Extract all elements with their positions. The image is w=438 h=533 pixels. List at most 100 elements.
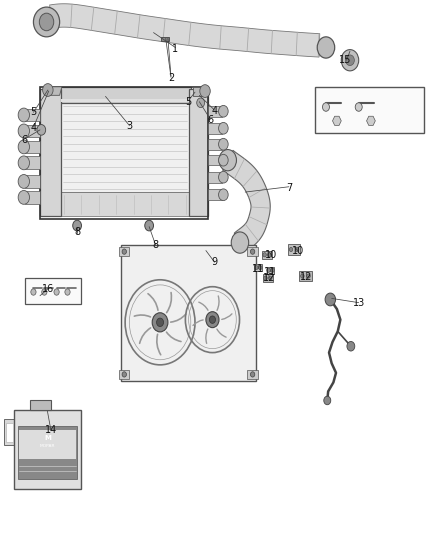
Polygon shape <box>49 4 320 57</box>
Circle shape <box>18 124 29 138</box>
Polygon shape <box>18 426 77 479</box>
Circle shape <box>18 174 29 188</box>
Text: 4: 4 <box>212 106 218 116</box>
Polygon shape <box>25 109 40 122</box>
Circle shape <box>231 232 249 253</box>
Circle shape <box>268 276 272 280</box>
Circle shape <box>219 171 228 183</box>
Circle shape <box>341 50 359 71</box>
Circle shape <box>209 316 215 324</box>
Circle shape <box>295 247 299 252</box>
Text: MOPAR: MOPAR <box>40 444 55 448</box>
Polygon shape <box>60 103 189 192</box>
Polygon shape <box>223 150 270 252</box>
Circle shape <box>219 189 228 200</box>
Text: 8: 8 <box>152 240 159 250</box>
Text: 5: 5 <box>185 96 191 107</box>
Circle shape <box>73 220 81 231</box>
Circle shape <box>42 84 53 96</box>
Circle shape <box>152 313 168 332</box>
Text: 8: 8 <box>74 227 80 237</box>
Circle shape <box>145 220 153 231</box>
Polygon shape <box>299 271 311 281</box>
Polygon shape <box>60 192 189 216</box>
Circle shape <box>18 108 29 122</box>
Circle shape <box>42 289 47 295</box>
Circle shape <box>325 293 336 306</box>
Ellipse shape <box>317 37 335 58</box>
Circle shape <box>264 276 267 280</box>
Circle shape <box>37 125 46 135</box>
Polygon shape <box>119 370 130 378</box>
Polygon shape <box>25 157 40 169</box>
Circle shape <box>156 318 163 327</box>
Text: 16: 16 <box>42 284 54 294</box>
Polygon shape <box>4 419 14 446</box>
Polygon shape <box>367 116 375 125</box>
Text: 3: 3 <box>127 120 133 131</box>
Circle shape <box>271 268 274 272</box>
Text: 10: 10 <box>265 250 278 260</box>
Circle shape <box>355 103 362 111</box>
Text: 12: 12 <box>300 272 312 282</box>
Text: 4: 4 <box>30 123 36 133</box>
Circle shape <box>300 274 304 278</box>
Polygon shape <box>332 116 341 125</box>
Polygon shape <box>208 123 223 134</box>
Text: 9: 9 <box>212 257 218 267</box>
Polygon shape <box>247 370 258 378</box>
Text: 7: 7 <box>286 183 292 193</box>
Polygon shape <box>25 175 40 188</box>
Polygon shape <box>254 264 262 271</box>
Polygon shape <box>25 125 40 138</box>
Circle shape <box>219 139 228 150</box>
Polygon shape <box>208 139 223 150</box>
Text: 11: 11 <box>265 267 277 277</box>
Circle shape <box>39 13 54 31</box>
Circle shape <box>322 103 329 111</box>
Circle shape <box>346 55 354 66</box>
Polygon shape <box>14 410 81 489</box>
Circle shape <box>122 249 127 254</box>
Circle shape <box>219 150 237 171</box>
Circle shape <box>18 190 29 204</box>
Circle shape <box>206 312 219 328</box>
Circle shape <box>267 268 270 272</box>
Circle shape <box>307 274 310 278</box>
Polygon shape <box>48 87 62 95</box>
Polygon shape <box>40 90 60 216</box>
Circle shape <box>263 253 266 257</box>
Circle shape <box>258 265 262 270</box>
Polygon shape <box>189 90 208 216</box>
Polygon shape <box>121 245 256 381</box>
Text: 10: 10 <box>291 246 304 255</box>
Ellipse shape <box>33 7 60 37</box>
Circle shape <box>197 98 205 108</box>
Polygon shape <box>60 99 189 102</box>
Polygon shape <box>25 141 40 154</box>
Text: M: M <box>44 434 51 441</box>
Polygon shape <box>19 430 76 459</box>
Circle shape <box>18 140 29 154</box>
Text: 6: 6 <box>21 135 28 145</box>
Polygon shape <box>262 251 272 259</box>
Text: 15: 15 <box>339 55 352 65</box>
Circle shape <box>18 156 29 169</box>
Polygon shape <box>208 172 223 182</box>
Text: 11: 11 <box>252 264 265 273</box>
Circle shape <box>251 372 255 377</box>
Circle shape <box>254 265 258 270</box>
Polygon shape <box>30 400 51 410</box>
Polygon shape <box>267 266 275 274</box>
Circle shape <box>31 289 36 295</box>
Polygon shape <box>25 191 40 204</box>
Polygon shape <box>6 423 13 441</box>
Circle shape <box>219 155 228 166</box>
Text: 6: 6 <box>207 115 213 125</box>
Circle shape <box>251 249 255 254</box>
Polygon shape <box>208 189 223 200</box>
Circle shape <box>54 289 59 295</box>
Circle shape <box>347 342 355 351</box>
Polygon shape <box>263 274 273 282</box>
Polygon shape <box>288 244 300 255</box>
